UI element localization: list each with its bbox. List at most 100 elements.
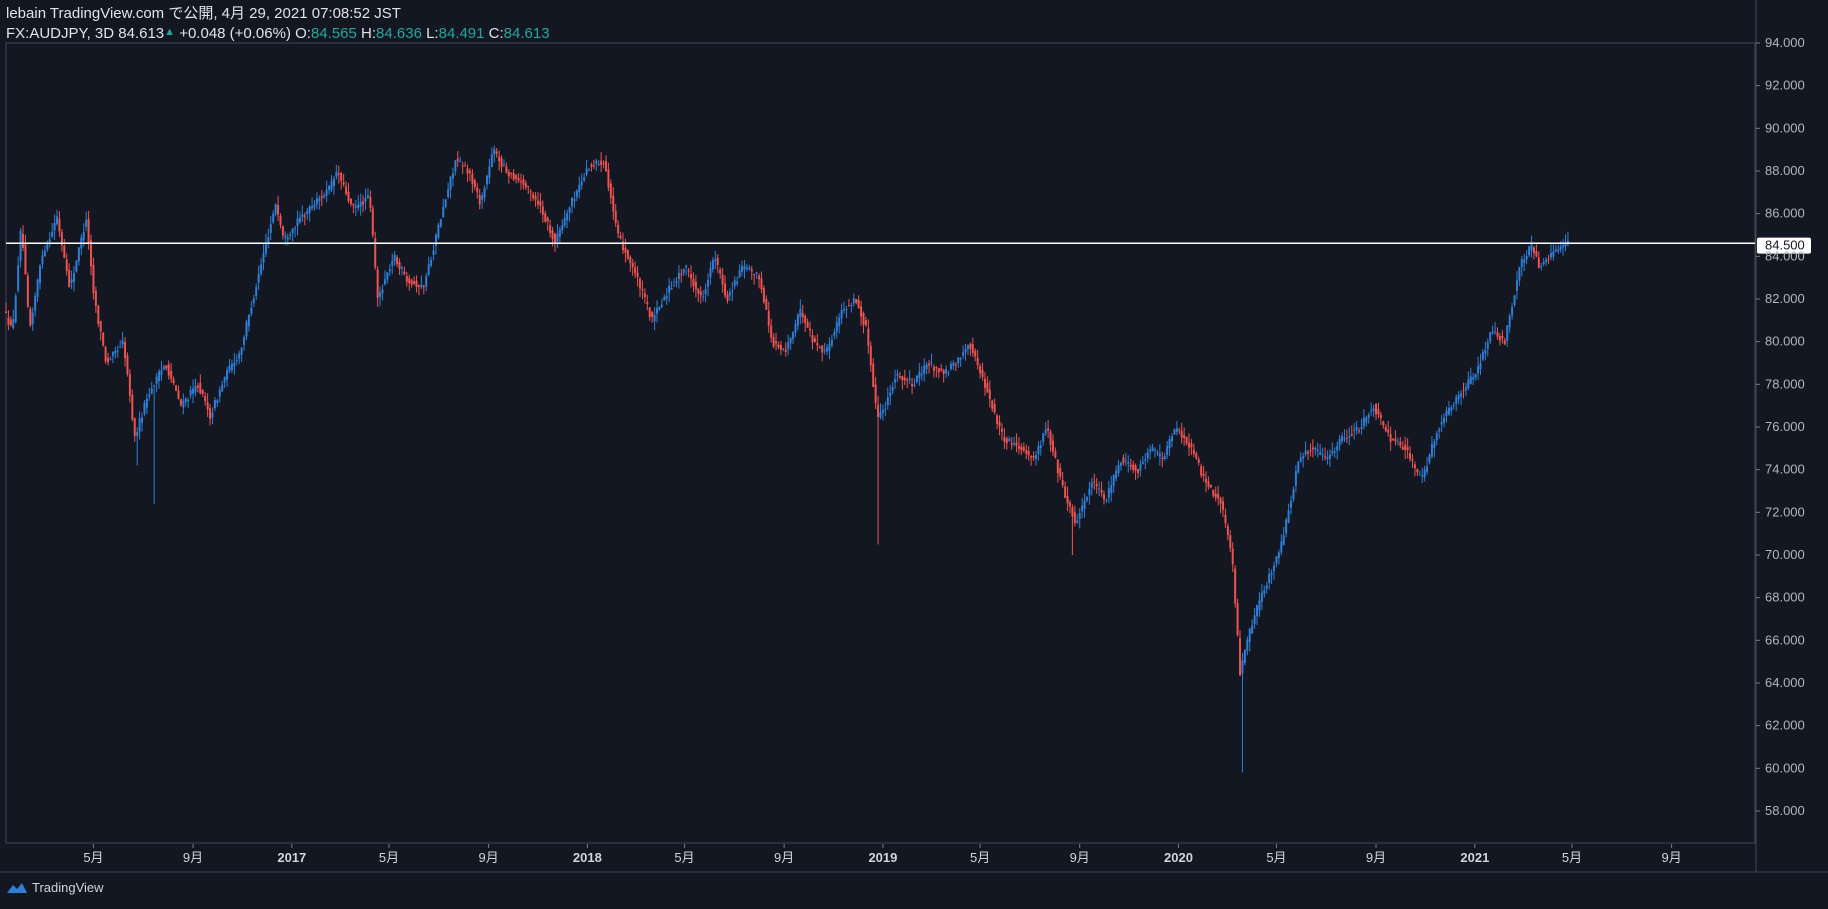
candle-body: [1379, 414, 1382, 418]
candle-body: [920, 374, 923, 376]
candle-body: [551, 230, 554, 240]
candle-body: [196, 385, 199, 388]
candle-body: [969, 343, 972, 349]
candle-body: [323, 195, 326, 198]
candle-body: [468, 170, 471, 174]
candle-body: [172, 379, 175, 384]
candle-body: [1372, 408, 1375, 411]
candle-body: [1413, 464, 1416, 469]
candle-body: [1139, 463, 1142, 471]
candle-body: [1064, 486, 1067, 498]
candle-body: [148, 394, 151, 397]
candle-body: [590, 164, 593, 167]
time-axis[interactable]: 5月 9月 2017 5月 9月 2018 5月 9月 2019 5月 9月 2020 5月 9月 2021…: [83, 844, 1682, 865]
price-axis[interactable]: 58.000 60.000 62.000 64.000 66.000 68.000 70.0…: [1756, 35, 1805, 818]
candle-body: [1270, 572, 1273, 576]
candle-body: [1239, 638, 1242, 676]
candle-body: [974, 350, 977, 357]
candle-body: [107, 357, 110, 363]
candle-body: [983, 378, 986, 388]
candle-body: [578, 184, 581, 193]
candle-body: [1265, 585, 1268, 589]
candle-body: [925, 364, 928, 369]
candle-body: [918, 372, 921, 379]
candle-body: [966, 345, 969, 350]
candle-body: [592, 165, 595, 167]
candle-body: [605, 161, 608, 172]
candle-body: [204, 396, 207, 402]
candle-body: [1173, 429, 1176, 435]
candle-body: [556, 233, 559, 242]
candle-body: [1268, 573, 1271, 584]
candle-body: [1338, 439, 1341, 446]
candle-body: [617, 224, 620, 234]
candle-body: [928, 363, 931, 366]
candle-body: [442, 206, 445, 218]
horizontal-line-layer[interactable]: 84.61384.500: [6, 235, 1817, 254]
candle-body: [694, 281, 697, 290]
candle-body: [811, 335, 814, 343]
price-tick-label: 80.000: [1765, 334, 1805, 349]
candle-body: [303, 215, 306, 217]
candle-body: [211, 412, 214, 418]
candle-body: [862, 312, 865, 325]
time-tick-label: 2019: [868, 850, 897, 865]
candle-body: [1486, 342, 1489, 349]
candle-body: [1445, 410, 1448, 417]
symbol-label[interactable]: FX:AUDJPY, 3D 84.613: [6, 25, 165, 42]
candle-body: [430, 259, 433, 266]
candle-body: [1552, 251, 1555, 257]
candle-body: [952, 362, 955, 366]
candle-body: [1175, 428, 1178, 432]
candle-body: [1358, 430, 1361, 432]
candle-body: [1153, 449, 1156, 451]
candle-body: [352, 203, 355, 206]
candle-body: [138, 418, 141, 432]
candle-body: [1479, 363, 1482, 370]
candle-body: [993, 404, 996, 413]
candle-body: [923, 365, 926, 374]
candle-body: [104, 346, 107, 362]
candle-body: [527, 186, 530, 188]
candle-body: [1528, 246, 1531, 256]
price-tick-label: 68.000: [1765, 590, 1805, 605]
price-tick-label: 64.000: [1765, 675, 1805, 690]
candle-body: [507, 171, 510, 177]
candle-body: [1530, 244, 1533, 251]
candle-body: [546, 217, 549, 222]
candle-body: [1399, 442, 1402, 446]
candle-body: [626, 249, 629, 259]
candle-body: [1316, 449, 1319, 451]
candle-body: [1277, 552, 1280, 558]
candle-body: [714, 259, 717, 261]
candle-body: [1073, 512, 1076, 523]
candle-body: [1287, 510, 1290, 523]
candle-body: [864, 320, 867, 326]
candle-body: [218, 389, 221, 397]
candle-body: [697, 288, 700, 294]
candle-body: [1197, 459, 1200, 463]
candle-body: [349, 198, 352, 205]
candle-body: [1141, 461, 1144, 464]
candle-body: [1166, 446, 1169, 456]
candle-body: [553, 234, 556, 243]
candle-body: [1406, 447, 1409, 451]
candle-body: [699, 291, 702, 296]
candle-body: [393, 254, 396, 262]
candle-body: [979, 365, 982, 374]
candle-body: [1331, 450, 1334, 454]
candle-body: [1241, 660, 1244, 674]
candles-layer: [5, 145, 1569, 773]
candle-body: [337, 173, 340, 175]
candle-body: [911, 383, 914, 387]
candle-body: [160, 369, 163, 376]
footer-brand[interactable]: TradingView: [6, 880, 104, 895]
candle-body: [1017, 445, 1020, 449]
candle-body: [1151, 447, 1154, 452]
candle-body: [1411, 459, 1414, 461]
candle-body: [1409, 453, 1412, 460]
candle-body: [600, 160, 603, 165]
candle-body: [444, 199, 447, 207]
candle-body: [170, 370, 173, 380]
